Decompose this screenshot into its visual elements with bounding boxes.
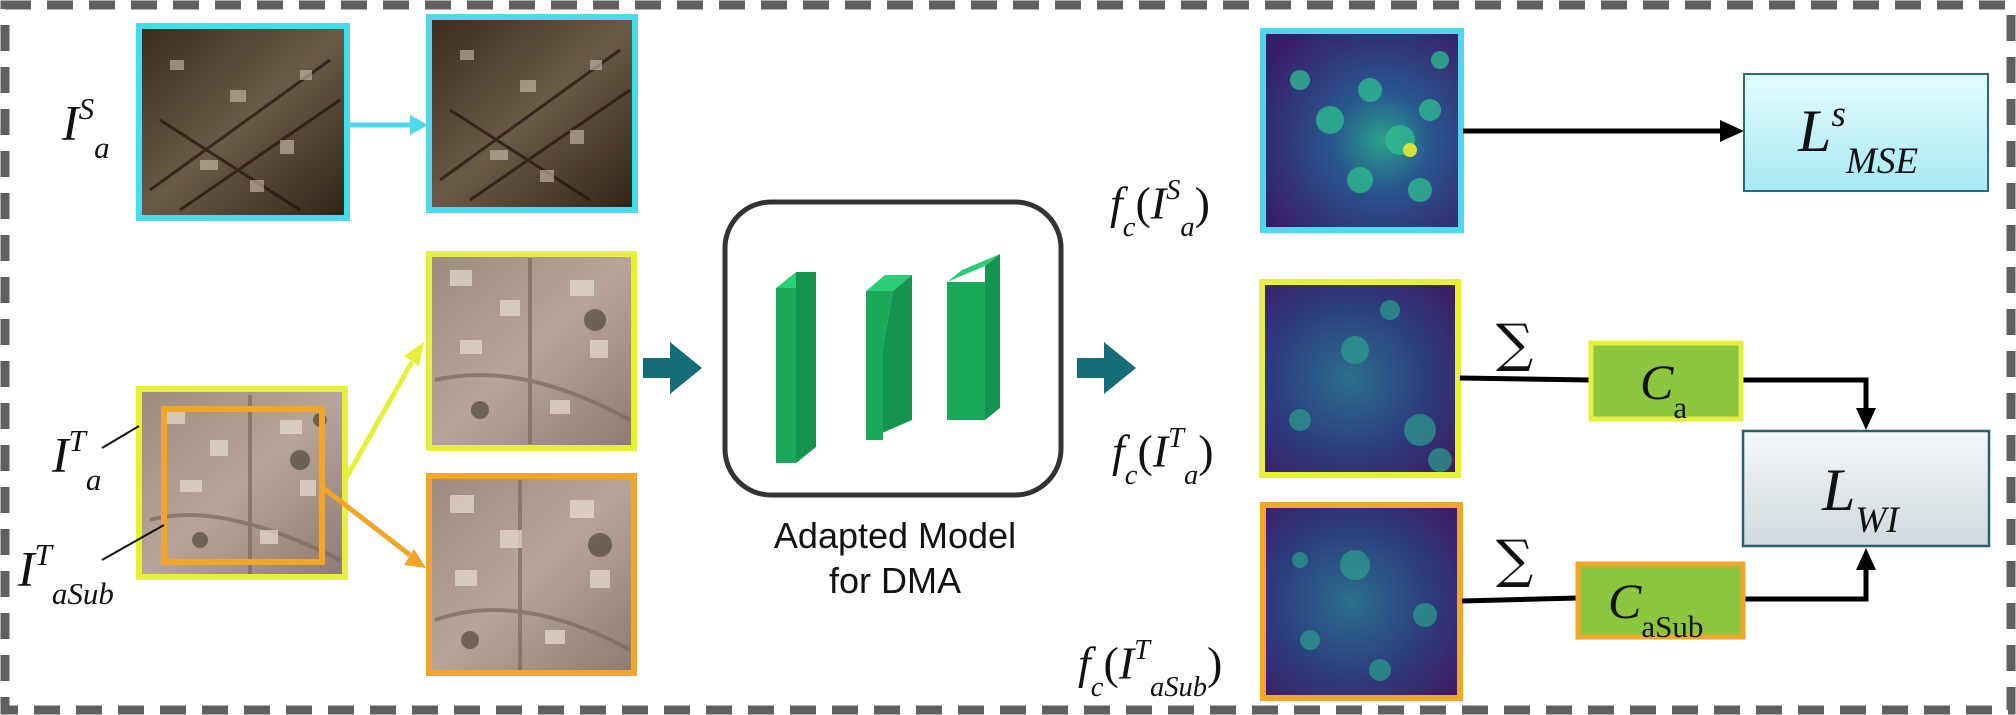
target-crop-full xyxy=(426,251,637,451)
input-arrow xyxy=(643,342,702,394)
lwi-label: LWI xyxy=(1822,457,1899,542)
model-caption-line1: Adapted Model xyxy=(773,515,1017,556)
sum-symbol-target: ∑ xyxy=(1496,314,1534,374)
lmse-box xyxy=(1743,73,1989,192)
ca-box xyxy=(1588,340,1744,422)
casub-label: CaSub xyxy=(1608,573,1704,644)
source-image-copy xyxy=(426,14,638,213)
label-target-sub-image: ITaSub xyxy=(18,536,114,612)
heatmap-target-sub xyxy=(1260,502,1463,701)
label-fc-source: fc(ISa) xyxy=(1110,175,1210,243)
arrow-to-lmse xyxy=(1463,120,1744,142)
adapted-model-block xyxy=(722,199,1064,498)
cyan-arrow xyxy=(350,115,428,135)
leader-line-target xyxy=(101,425,140,449)
label-fc-target-sub: fc(ITaSub) xyxy=(1078,635,1223,703)
output-arrow xyxy=(1077,342,1136,394)
label-fc-target: fc(ITa) xyxy=(1112,423,1214,491)
model-layer-3 xyxy=(947,254,1000,420)
target-image xyxy=(136,386,348,580)
arrow-ca-to-lwi xyxy=(1742,377,1876,430)
lmse-label: LsMSE xyxy=(1798,94,1919,183)
line-to-ca xyxy=(1459,375,1591,383)
yellow-crop-arrow xyxy=(342,342,424,482)
sum-symbol-target-sub: ∑ xyxy=(1496,530,1534,590)
orange-crop-arrow xyxy=(320,485,426,568)
heatmap-source xyxy=(1260,28,1464,233)
model-layer-2 xyxy=(866,275,912,440)
label-source-image: ISa xyxy=(62,90,110,166)
arrow-casub-to-lwi xyxy=(1743,548,1876,602)
model-layer-1 xyxy=(776,272,816,463)
target-crop-sub xyxy=(426,473,637,676)
leader-line-target-sub xyxy=(101,524,165,561)
lwi-box xyxy=(1741,429,1991,548)
source-image xyxy=(136,23,350,221)
model-caption: Adapted Model for DMA xyxy=(735,513,1055,603)
target-subregion-box xyxy=(161,406,325,565)
model-caption-line2: for DMA xyxy=(828,560,961,601)
heatmap-target xyxy=(1259,279,1461,478)
ca-label: Ca xyxy=(1640,354,1688,425)
label-target-image: ITa xyxy=(52,422,102,498)
casub-box xyxy=(1575,561,1746,640)
line-to-casub xyxy=(1461,595,1579,604)
